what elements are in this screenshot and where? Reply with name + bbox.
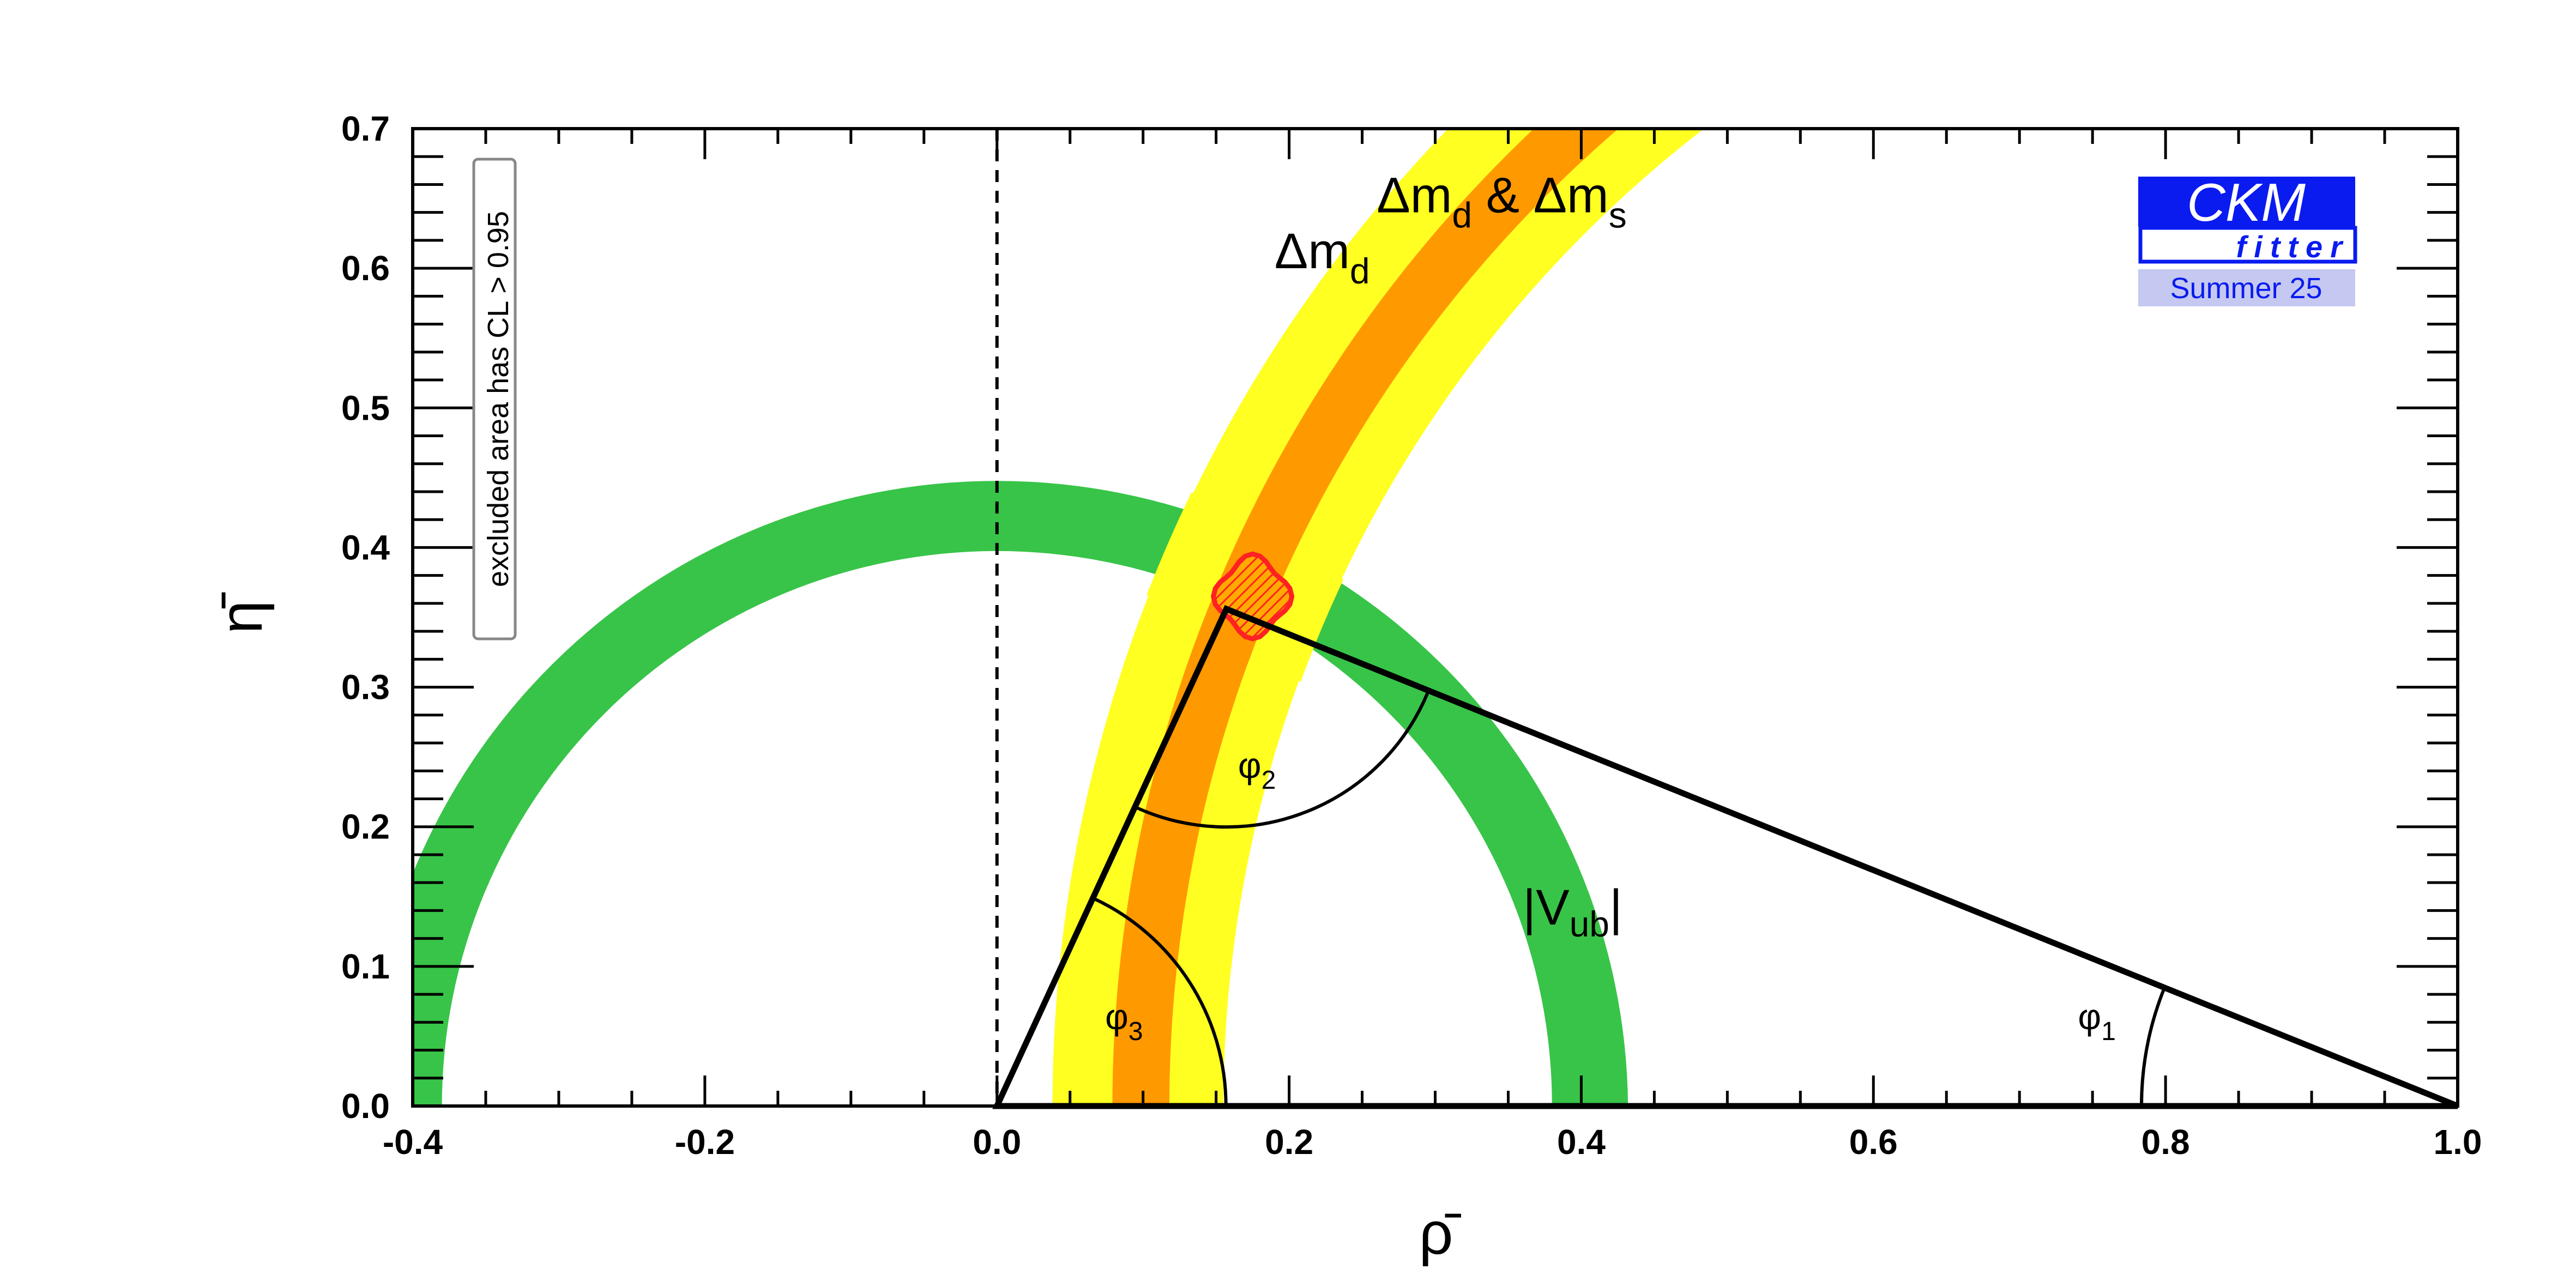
logo-season-box	[2138, 269, 2355, 306]
excluded-note-box	[472, 158, 517, 640]
vub-label-main: |V	[1523, 880, 1569, 935]
logo-fitter-box	[2138, 226, 2357, 264]
x-tick-label: 0.2	[1265, 1122, 1313, 1162]
x-axis-title: ρ̄	[1419, 1200, 1462, 1267]
y-tick-label: 0.0	[341, 1086, 390, 1126]
axis-tick-labels: -0.4 -0.2 0.0 0.2 0.4 0.6 0.8 1.0 0.0 0.1 0.2 0.3 0.…	[341, 109, 2482, 1162]
y-axis-title: η̄	[208, 592, 275, 633]
ckmfitter-logo: CKM fitter Summer 25	[2138, 172, 2357, 306]
dmd-dms-label-sub2: s	[1609, 195, 1627, 235]
phi1-label: φ1	[2078, 996, 2116, 1046]
excluded-area-note: excluded area has CL > 0.95	[472, 158, 517, 640]
dmd-label: Δmd	[1275, 223, 1370, 291]
y-tick-label: 0.2	[341, 807, 390, 847]
dmd-label-main: Δm	[1275, 223, 1350, 279]
axis-ticks	[411, 127, 2459, 1108]
vub-label-sub: ub	[1570, 904, 1609, 944]
dmd-dms-label-part1: Δm	[1377, 168, 1452, 223]
x-tick-label: 0.4	[1557, 1122, 1606, 1162]
constraint-regions	[413, 129, 1704, 1106]
phi3-label: φ3	[1105, 996, 1143, 1046]
dmd-dms-label-part2: & Δm	[1472, 168, 1609, 223]
overlap-edge-left	[1147, 492, 1196, 597]
y-tick-label: 0.6	[341, 249, 390, 288]
vub-band	[413, 481, 1628, 1106]
phi3-symbol: φ	[1105, 996, 1129, 1037]
dmd-label-sub: d	[1350, 251, 1370, 291]
x-tick-label: -0.4	[383, 1122, 443, 1162]
dmd-dms-label-sub1: d	[1452, 195, 1472, 235]
angle-arcs	[1092, 690, 2166, 1107]
y-tick-label: 0.4	[341, 528, 390, 567]
phi1-arc	[2140, 987, 2166, 1107]
overlap-edge-right	[1297, 577, 1344, 682]
x-tick-label: 0.0	[973, 1122, 1021, 1162]
phi3-sub: 3	[1129, 1017, 1143, 1046]
phi2-arc	[1134, 690, 1431, 829]
vub-label: |Vub|	[1523, 880, 1622, 944]
x-tick-label: 0.8	[2141, 1122, 2190, 1162]
x-tick-label: 0.6	[1849, 1122, 1898, 1162]
phi1-symbol: φ	[2078, 996, 2101, 1037]
logo-ckm-text: CKM	[2187, 172, 2306, 232]
phi2-label: φ2	[1238, 745, 1276, 795]
phi2-symbol: φ	[1238, 745, 1262, 785]
x-tick-label: -0.2	[675, 1122, 735, 1162]
logo-fitter-text: fitter	[2236, 229, 2350, 264]
y-tick-label: 0.7	[341, 109, 390, 148]
logo-season-text: Summer 25	[2170, 272, 2322, 305]
dmd-dms-label: Δmd & Δms	[1377, 168, 1626, 235]
vub-label-end: |	[1609, 880, 1622, 935]
dmd-band-68cl	[1112, 129, 1619, 1106]
dmd-band-95cl	[1052, 129, 1704, 1106]
x-tick-label: 1.0	[2434, 1122, 2482, 1162]
y-tick-label: 0.3	[341, 668, 390, 707]
phi3-arc	[1092, 896, 1228, 1107]
excluded-note-text: excluded area has CL > 0.95	[482, 211, 515, 587]
phi1-sub: 1	[2101, 1017, 2116, 1046]
logo-ckm-box	[2138, 177, 2355, 227]
y-tick-label: 0.1	[341, 947, 390, 986]
phi2-sub: 2	[1262, 766, 1276, 795]
y-tick-label: 0.5	[341, 388, 390, 427]
